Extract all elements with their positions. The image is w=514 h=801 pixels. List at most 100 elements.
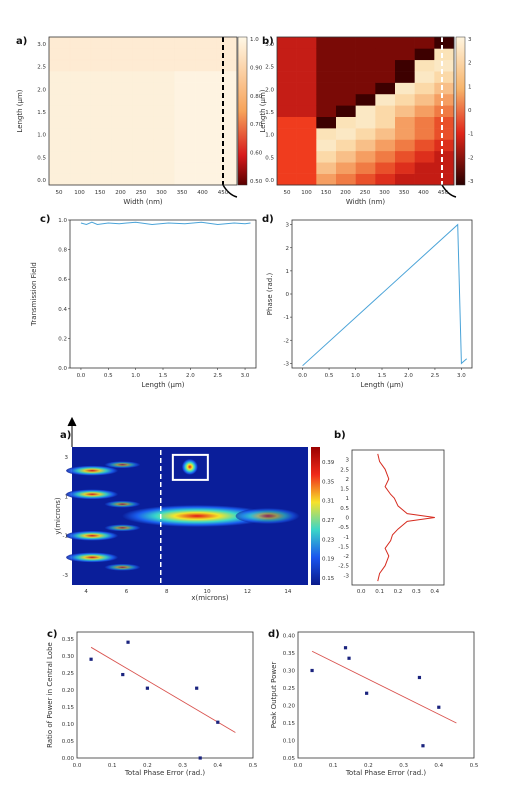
heatmap-1a-cell: [216, 116, 238, 129]
heatmap-1b-cell: [355, 139, 376, 152]
heatmap-1a-cell: [111, 93, 133, 106]
ytick-2a: 1: [65, 494, 69, 500]
cbtick-1a: 0.50: [250, 179, 263, 185]
fit-line-2d: [311, 650, 457, 724]
cbtick-2a: 0.31: [322, 499, 334, 505]
xlabel-2a: x(microns): [191, 594, 229, 602]
cbtick-1a: 0.80: [250, 94, 263, 100]
cbtick-1a: 1.0: [250, 37, 259, 43]
heatmap-1b-cell: [316, 71, 337, 83]
heatmap-1b-cell: [296, 71, 317, 83]
heatmap-1a-cell: [49, 116, 71, 129]
heatmap-1a-cell: [69, 37, 92, 49]
xtick-2a: 14: [284, 589, 291, 595]
heatmap-1a-cell: [111, 150, 133, 163]
cbtick-2a: 0.15: [322, 576, 335, 582]
heatmap-1a-cell: [132, 59, 154, 72]
ytick-1b: 2.0: [265, 87, 274, 93]
heatmap-1a-cell: [174, 150, 196, 163]
heatmap-1b-cell: [434, 93, 455, 106]
xlabel-1a: Width (nm): [123, 198, 163, 206]
cbtick-2a: 0.35: [322, 479, 335, 485]
cbtick-1a: 0.70: [250, 122, 263, 128]
heatmap-1b-cell: [277, 139, 297, 152]
heatmap-1a-cell: [153, 48, 175, 61]
heatmap-1b-cell: [375, 139, 396, 152]
heatmap-1b-cell: [355, 37, 376, 49]
xtick-1a: 450: [218, 190, 229, 196]
heatmap-1b-cell: [395, 139, 415, 152]
panel-label-1c: c): [40, 214, 51, 225]
ytick-2b: 0.5: [340, 506, 349, 512]
xtick-2c: 0.5: [249, 763, 258, 769]
heatmap-1a-cell: [132, 105, 154, 117]
heatmap-1a-cell: [153, 82, 175, 95]
xtick-2a: 6: [125, 589, 129, 595]
xtick-1c: 3.0: [241, 373, 250, 379]
xtick-2d: 0.0: [294, 763, 303, 769]
ytick-1b: 3.0: [265, 42, 274, 48]
heatmap-1b-cell: [355, 105, 376, 117]
heatmap-1a-cell: [90, 173, 112, 186]
heatmap-1a-cell: [153, 173, 175, 186]
xtick-2b: 0.2: [394, 589, 403, 595]
xtick-1d: 0.5: [325, 373, 334, 379]
panel-label-2c: c): [47, 629, 58, 640]
heatmap-1a-cell: [132, 82, 154, 95]
ytick-2c: 0.35: [62, 637, 75, 643]
cbtick-1a: 0.90: [250, 65, 263, 71]
heatmap-1b-cell: [414, 116, 435, 129]
heatmap-1b-cell: [434, 71, 455, 83]
heatmap-1a-cell: [132, 150, 154, 163]
ytick-1a: 2.5: [37, 65, 46, 71]
axes-1c: [69, 219, 257, 369]
xtick-1d: 3.0: [457, 373, 466, 379]
heatmap-1a-cell: [111, 173, 133, 186]
heatmap-1a-cell: [49, 82, 71, 95]
heatmap-1a-cell: [90, 150, 112, 163]
heatmap-1a-cell: [49, 93, 71, 106]
heatmap-1b-cell: [336, 105, 356, 117]
ytick-2d: 0.25: [283, 686, 296, 692]
heatmap-1a-cell: [111, 128, 133, 140]
xlabel-2c: Total Phase Error (rad.): [124, 769, 206, 777]
heatmap-1a-cell: [69, 105, 92, 117]
heatmap-1b-cell: [316, 150, 337, 163]
heatmap-1b-cell: [395, 150, 415, 163]
ytick-1a: 1.0: [37, 133, 46, 139]
heatmap-1a-cell: [153, 150, 175, 163]
heatmap-1a-cell: [69, 82, 92, 95]
heatmap-1a-cell: [111, 162, 133, 174]
xtick-2d: 0.4: [434, 763, 443, 769]
ylabel-2c: Ratio of Power in Central Lobe: [46, 642, 54, 748]
cbtick-1b: -2: [468, 155, 473, 161]
xtick-1b: 350: [399, 190, 410, 196]
panel-label-2a: a): [60, 430, 71, 441]
ytick-2b: -1.5: [338, 544, 349, 550]
heatmap-1b-cell: [414, 37, 435, 49]
xtick-1a: 200: [115, 190, 126, 196]
heatmap-1a-cell: [49, 150, 71, 163]
heatmap-1b-cell: [395, 93, 415, 106]
heatmap-1b-cell: [316, 59, 337, 72]
heatmap-1b-cell: [316, 139, 337, 152]
heatmap-1b-cell: [395, 162, 415, 174]
ytick-2c: 0.15: [62, 705, 75, 711]
heatmap-1a-cell: [111, 105, 133, 117]
axes-1b: [276, 36, 455, 186]
heatmap-1a-cell: [111, 59, 133, 72]
heatmap-1b-cell: [277, 162, 297, 174]
side-lobe: [66, 465, 119, 476]
heatmap-1a-cell: [69, 173, 92, 186]
heatmap-1b-cell: [316, 173, 337, 186]
xtick-1c: 1.0: [131, 373, 140, 379]
heatmap-1a-cell: [153, 37, 175, 49]
heatmap-1b-cell: [434, 162, 455, 174]
ytick-1b: 1.5: [265, 110, 274, 116]
heatmap-1b-cell: [395, 116, 415, 129]
heatmap-1a-cell: [69, 116, 92, 129]
ytick-2a: -1: [63, 534, 68, 540]
xtick-1a: 250: [136, 190, 147, 196]
heatmap-1b-cell: [316, 105, 337, 117]
heatmap-1b-cell: [414, 150, 435, 163]
